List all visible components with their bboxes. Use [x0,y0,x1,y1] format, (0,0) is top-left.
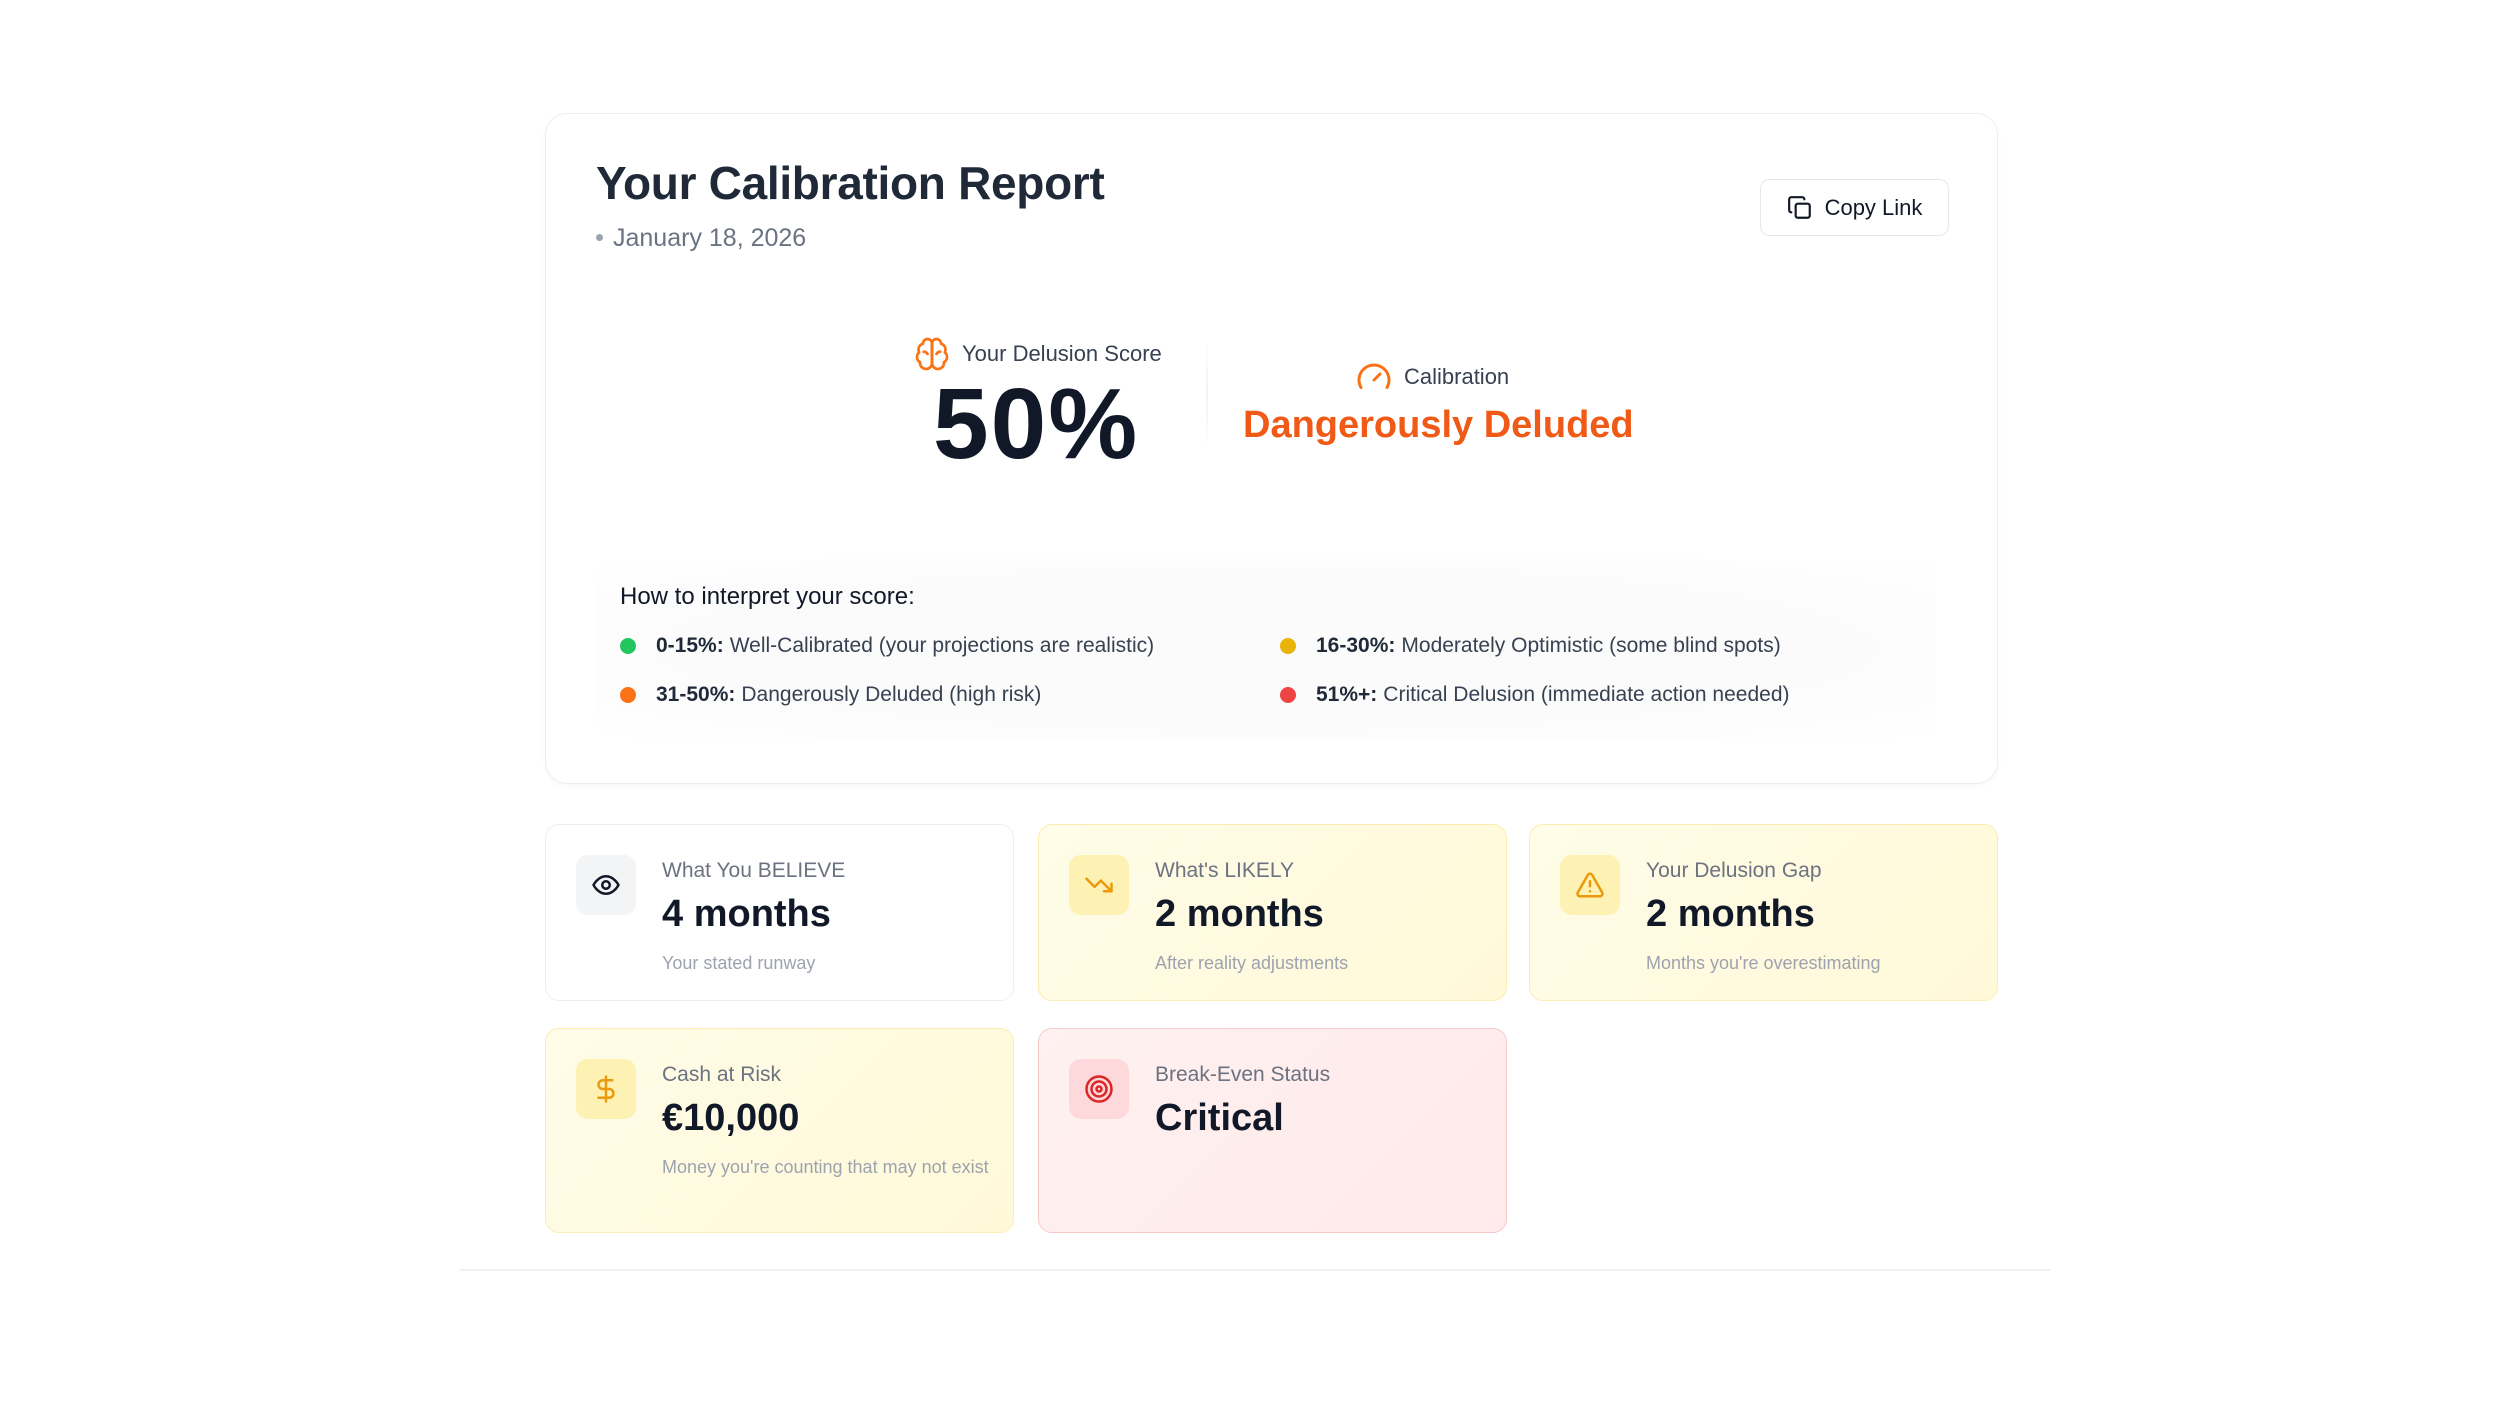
eye-icon [592,875,620,895]
metric-icon-box [576,1059,636,1119]
copy-link-label: Copy Link [1824,194,1923,220]
legend-text: Well-Calibrated (your projections are re… [729,634,1155,657]
metric-value: €10,000 [662,1097,800,1139]
copy-icon [1787,195,1811,219]
interpret-box: How to interpret your score: 0-15%: Well… [596,559,1936,739]
legend-item-dangerously-deluded: 31-50%: Dangerously Deluded (high risk) [620,683,1041,707]
report-date-text: January 18, 2026 [613,224,807,252]
divider [460,1269,2050,1271]
metric-icon-box [576,855,636,915]
brain-icon [915,337,949,371]
yellow-dot-icon [1280,638,1296,654]
metric-label: Break-Even Status [1155,1063,1331,1086]
legend-range: 0-15%: [656,634,724,657]
metric-value: 4 months [662,893,831,935]
legend-range: 16-30%: [1316,634,1396,657]
report-card: Your Calibration Report January 18, 2026… [545,113,1998,784]
metric-icon-box [1069,855,1129,915]
metric-card-delusion-gap: Your Delusion Gap 2 months Months you're… [1529,824,1998,1001]
legend-range: 31-50%: [656,683,736,706]
target-icon [1085,1075,1113,1103]
warning-icon [1576,872,1604,898]
delusion-score-value: 50% [933,368,1140,480]
legend-text: Dangerously Deluded (high risk) [741,683,1042,706]
report-date: January 18, 2026 [596,224,806,253]
metric-value: Critical [1155,1097,1284,1139]
metric-value: 2 months [1155,893,1324,935]
red-dot-icon [1280,687,1296,703]
legend-item-critical-delusion: 51%+: Critical Delusion (immediate actio… [1280,683,1790,707]
calibration-label: Calibration [1356,359,1509,395]
metric-subtext: Months you're overestimating [1646,953,1881,973]
metric-icon-box [1560,855,1620,915]
metric-subtext: Your stated runway [662,953,816,973]
metric-subtext: After reality adjustments [1155,953,1349,973]
metric-value: 2 months [1646,893,1815,935]
bullet-dot [596,233,603,241]
page-title: Your Calibration Report [596,157,1105,209]
calibration-label-text: Calibration [1404,364,1510,389]
metric-label: Cash at Risk [662,1063,782,1086]
legend-range: 51%+: [1316,683,1378,706]
delusion-score-label: Your Delusion Score [914,336,1162,372]
legend-item-well-calibrated: 0-15%: Well-Calibrated (your projections… [620,634,1154,658]
metric-subtext: Money you're counting that may not exist [662,1157,989,1177]
orange-dot-icon [620,687,636,703]
metric-label: Your Delusion Gap [1646,859,1822,882]
metric-label: What You BELIEVE [662,859,846,882]
legend-item-moderately-optimistic: 16-30%: Moderately Optimistic (some blin… [1280,634,1781,658]
trending-down-icon [1085,877,1113,893]
metric-label: What's LIKELY [1155,859,1295,882]
interpret-title: How to interpret your score: [620,583,915,610]
legend-text: Moderately Optimistic (some blind spots) [1401,634,1781,657]
metric-icon-box [1069,1059,1129,1119]
delusion-score-label-text: Your Delusion Score [962,341,1162,366]
green-dot-icon [620,638,636,654]
dollar-icon [597,1075,615,1103]
metric-card-likely: What's LIKELY 2 months After reality adj… [1038,824,1507,1001]
metric-card-break-even: Break-Even Status Critical [1038,1028,1507,1233]
score-divider [1206,339,1208,449]
metric-card-believe: What You BELIEVE 4 months Your stated ru… [545,824,1014,1001]
metric-card-cash-at-risk: Cash at Risk €10,000 Money you're counti… [545,1028,1014,1233]
gauge-icon [1357,363,1391,389]
copy-link-button[interactable]: Copy Link [1760,179,1949,236]
calibration-value: Dangerously Deluded [1243,404,1634,446]
legend-text: Critical Delusion (immediate action need… [1383,683,1790,706]
